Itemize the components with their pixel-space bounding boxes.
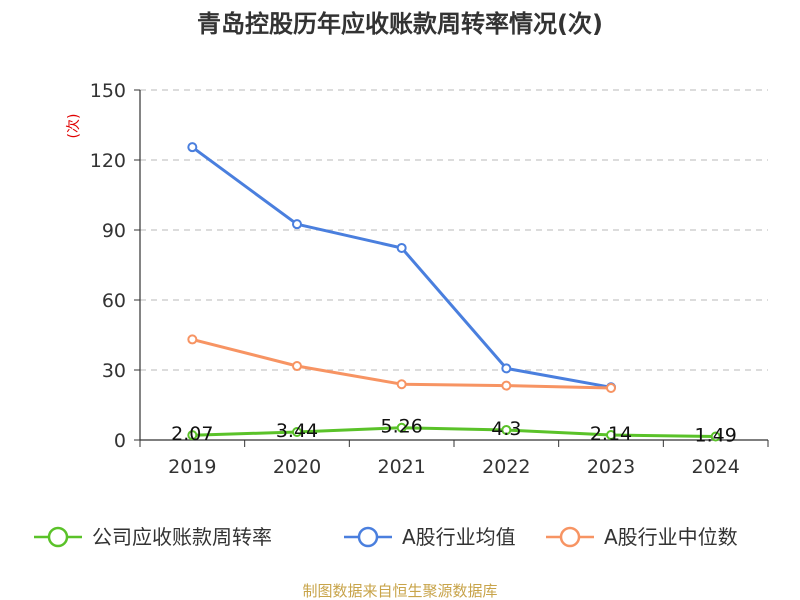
legend-marker bbox=[559, 526, 581, 548]
series-lines bbox=[187, 142, 721, 442]
y-tick-label: 150 bbox=[90, 80, 126, 102]
source-note: 制图数据来自恒生聚源数据库 bbox=[302, 582, 497, 600]
grid-lines bbox=[140, 89, 768, 371]
x-tick-label: 2020 bbox=[273, 456, 321, 478]
legend-marker bbox=[47, 526, 69, 548]
x-tick-label: 2023 bbox=[587, 456, 635, 478]
data-labels: 2.07 3.44 5.26 4.3 2.14 1.49 bbox=[171, 416, 737, 447]
legend-label: A股行业中位数 bbox=[604, 525, 738, 549]
x-tick-label: 2019 bbox=[168, 456, 216, 478]
data-point bbox=[187, 142, 198, 153]
series-line bbox=[191, 145, 612, 389]
data-label: 5.26 bbox=[381, 416, 423, 438]
data-label: 2.14 bbox=[590, 423, 632, 445]
data-point bbox=[501, 380, 512, 391]
x-tick-label: 2022 bbox=[482, 456, 530, 478]
y-axis-unit: (次) bbox=[66, 114, 82, 139]
data-point bbox=[187, 334, 198, 345]
x-tick-label: 2024 bbox=[691, 456, 739, 478]
data-point bbox=[501, 424, 512, 435]
legend: 公司应收账款周转率 A股行业均值 A股行业中位数 bbox=[34, 525, 738, 549]
data-label: 4.3 bbox=[491, 418, 521, 440]
data-label: 1.49 bbox=[695, 425, 737, 447]
legend-marker bbox=[357, 526, 379, 548]
data-point bbox=[501, 363, 512, 374]
x-tick-label: 2021 bbox=[377, 456, 425, 478]
series-line bbox=[192, 426, 716, 438]
data-label: 2.07 bbox=[171, 423, 213, 445]
legend-item: A股行业中位数 bbox=[546, 525, 738, 549]
y-tick-label: 90 bbox=[102, 220, 126, 242]
data-point bbox=[606, 430, 616, 441]
data-point bbox=[292, 426, 302, 437]
chart-title: 青岛控股历年应收账款周转率情况(次) bbox=[197, 10, 603, 38]
y-tick-label: 60 bbox=[102, 290, 126, 312]
data-point bbox=[710, 431, 721, 442]
legend-label: A股行业均值 bbox=[402, 525, 516, 549]
data-point bbox=[606, 382, 616, 393]
y-tick-label: 120 bbox=[90, 150, 126, 172]
legend-item: A股行业均值 bbox=[344, 525, 516, 549]
y-tick-label: 30 bbox=[102, 360, 126, 382]
data-point bbox=[187, 430, 198, 441]
data-point bbox=[396, 242, 407, 253]
data-label: 3.44 bbox=[276, 420, 318, 442]
axes: 0 30 60 90 120 150 2019 2020 2021 2022 2023 2024 bbox=[90, 80, 769, 478]
data-point bbox=[396, 379, 407, 390]
data-point bbox=[292, 361, 302, 372]
data-point bbox=[396, 422, 407, 433]
legend-item: 公司应收账款周转率 bbox=[34, 525, 272, 549]
y-tick-label: 0 bbox=[114, 430, 126, 452]
legend-label: 公司应收账款周转率 bbox=[92, 525, 272, 549]
data-point bbox=[292, 219, 302, 230]
